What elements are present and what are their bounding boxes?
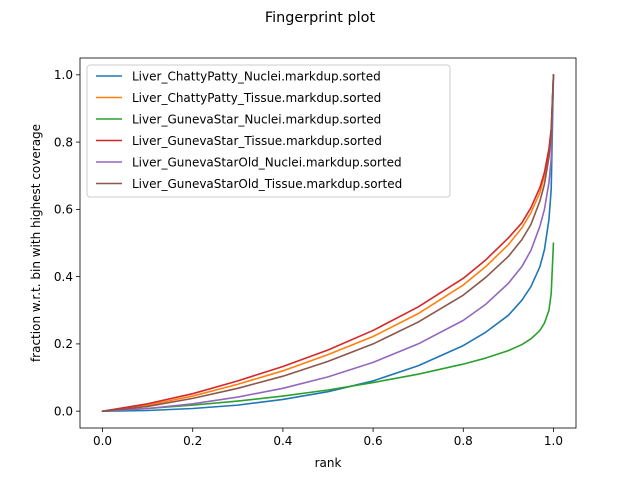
y-tick-label: 1.0 [54, 68, 73, 82]
y-tick-label: 0.0 [54, 404, 73, 418]
x-tick-label: 0.6 [364, 434, 383, 448]
legend-label: Liver_GunevaStarOld_Nuclei.markdup.sorte… [132, 155, 402, 169]
series-line-3 [101, 242, 555, 412]
y-tick-label: 0.8 [54, 135, 73, 149]
x-axis-label: rank [315, 456, 342, 470]
x-tick-label: 0.8 [454, 434, 473, 448]
y-tick-label: 0.6 [54, 203, 73, 217]
legend-entries: Liver_ChattyPatty_Nuclei.markdup.sorted L… [96, 69, 402, 191]
plot-area: 0.0 0.2 0.4 0.6 0.8 1.0 0.0 0.2 0.4 0.6 0.8 1.0 [54, 57, 577, 448]
legend-label: Liver_GunevaStar_Nuclei.markdup.sorted [132, 112, 381, 126]
y-axis-ticks: 0.0 0.2 0.4 0.6 0.8 1.0 [54, 68, 80, 418]
x-tick-label: 0.2 [183, 434, 202, 448]
x-tick-label: 1.0 [544, 434, 563, 448]
y-tick-label: 0.2 [54, 337, 73, 351]
legend-frame [86, 64, 451, 198]
y-tick-label: 0.4 [54, 270, 73, 284]
legend-label: Liver_GunevaStarOld_Tissue.markdup.sorte… [132, 177, 402, 191]
legend-label: Liver_ChattyPatty_Tissue.markdup.sorted [132, 91, 381, 105]
series-line-6 [101, 74, 555, 412]
legend-label: Liver_ChattyPatty_Nuclei.markdup.sorted [132, 69, 381, 83]
x-tick-label: 0.4 [273, 434, 292, 448]
series-line-1 [101, 74, 555, 412]
series-layer [101, 74, 555, 412]
y-axis-label: fraction w.r.t. bin with highest coverag… [29, 124, 43, 362]
x-tick-label: 0.0 [93, 434, 112, 448]
series-line-5 [101, 74, 555, 412]
legend: Liver_ChattyPatty_Nuclei.markdup.sorted L… [86, 64, 451, 198]
series-line-4 [101, 74, 555, 412]
plot-frame [79, 57, 577, 429]
legend-label: Liver_GunevaStar_Tissue.markdup.sorted [132, 134, 382, 148]
x-axis-ticks: 0.0 0.2 0.4 0.6 0.8 1.0 [93, 428, 563, 448]
chart-title: Fingerprint plot [265, 10, 376, 26]
